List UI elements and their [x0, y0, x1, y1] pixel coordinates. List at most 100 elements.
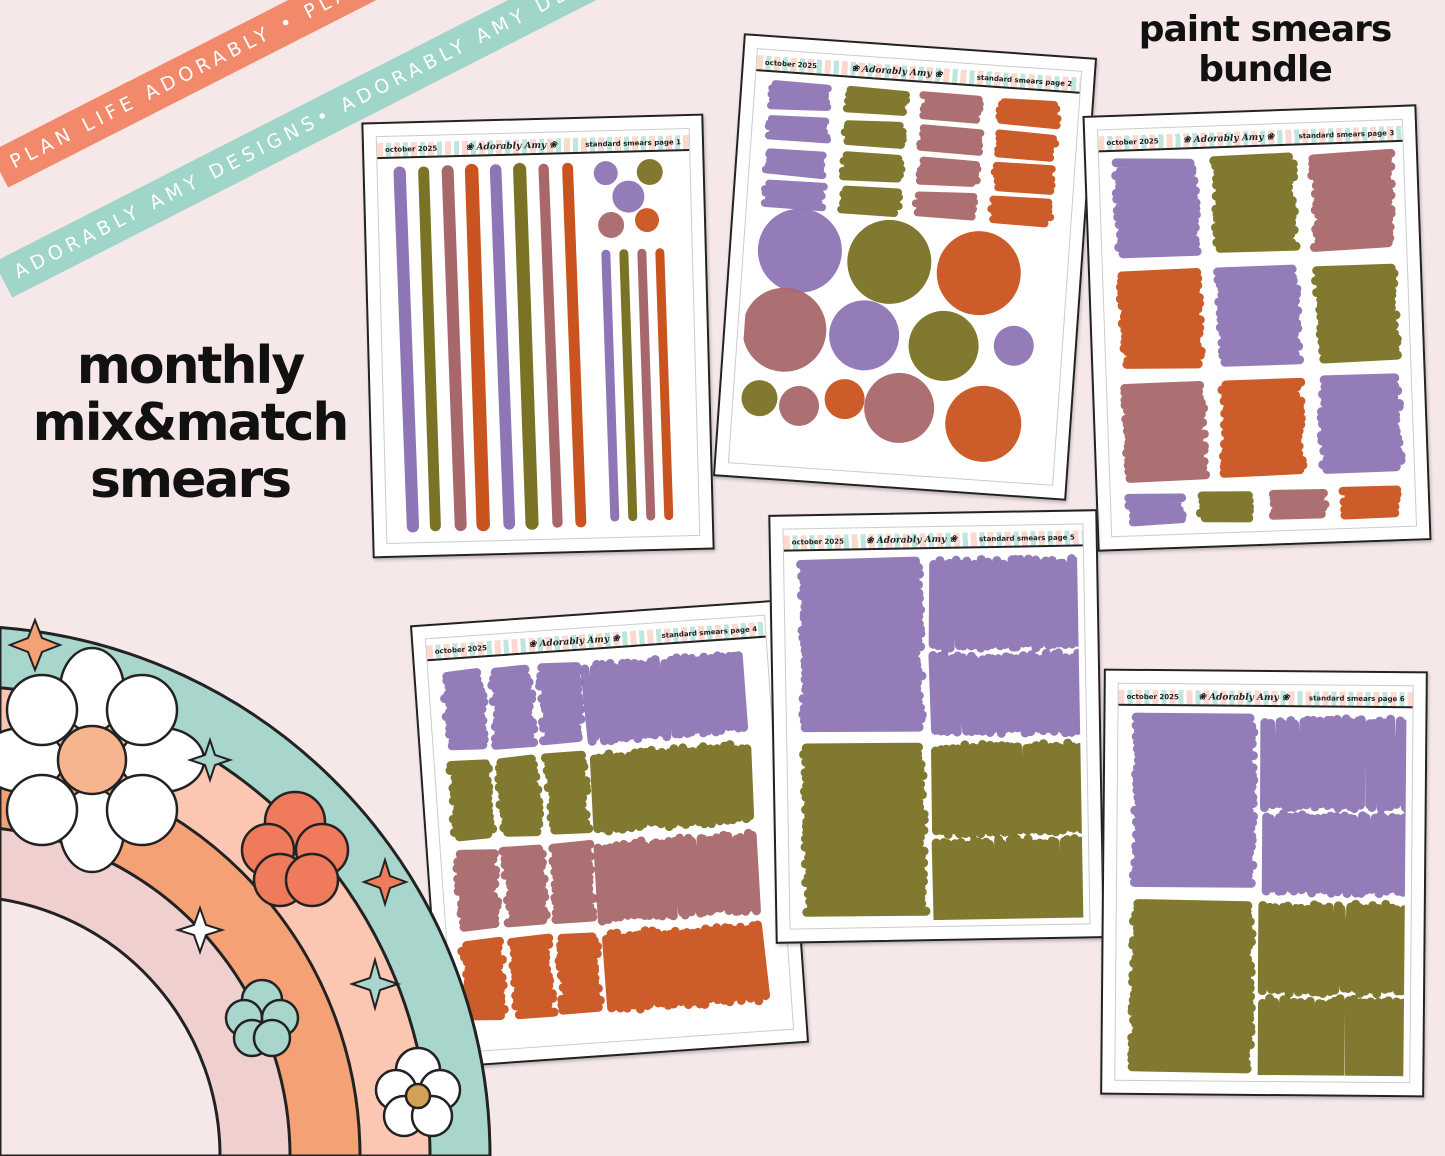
sheet-date: october 2025	[791, 537, 845, 547]
sheet-header: october 2025 ❀ Adorably Amy ❀ standard s…	[1118, 689, 1413, 709]
paint-blob	[908, 310, 979, 381]
paint-smear	[554, 932, 605, 1015]
paint-blob	[936, 231, 1021, 316]
paint-stripe	[393, 166, 420, 533]
sparkle-icon	[7, 617, 63, 673]
paint-smear	[1195, 491, 1254, 523]
paint-blob	[779, 385, 820, 426]
paint-smear	[1261, 809, 1407, 899]
sheet-label: standard smears page 5	[978, 533, 1075, 544]
paint-blob	[598, 212, 625, 239]
brand-logo: ❀ Adorably Amy ❀	[851, 63, 943, 81]
paint-smear	[796, 556, 927, 733]
paint-blob	[945, 385, 1022, 462]
sheet-header: october 2025 ❀ Adorably Amy ❀ standard s…	[783, 530, 1083, 552]
sticker-sheet-3: october 2025 ❀ Adorably Amy ❀ standard s…	[1082, 104, 1432, 552]
paint-smear	[487, 664, 539, 750]
sparkle-icon	[186, 736, 402, 1012]
paint-smear	[602, 920, 771, 1014]
teal-flower-icon	[224, 978, 300, 1058]
paint-stripe	[464, 163, 490, 532]
paint-smear	[445, 759, 498, 842]
sticker-sheet-5: october 2025 ❀ Adorably Amy ❀ standard s…	[768, 509, 1105, 944]
paint-smear	[507, 933, 559, 1020]
paint-smear	[990, 161, 1056, 195]
paint-smear	[593, 828, 761, 926]
paint-smear	[1307, 148, 1396, 252]
paint-smear	[928, 554, 1083, 654]
paint-blob	[993, 325, 1034, 366]
paint-stripe	[441, 165, 467, 532]
paint-smear	[1316, 373, 1406, 474]
sparkle-icon	[174, 904, 226, 956]
sticker-sheet-2: october 2025 ❀ Adorably Amy ❀ standard s…	[712, 33, 1098, 501]
paint-smear	[931, 738, 1084, 840]
paint-smear	[589, 740, 755, 836]
paint-smear	[1111, 158, 1202, 259]
paint-stripe	[637, 248, 656, 521]
paint-blob	[829, 300, 900, 371]
paint-blob	[847, 219, 932, 304]
rainbow-band	[0, 897, 222, 1156]
paint-smear	[1338, 485, 1402, 520]
sheet-header: october 2025 ❀ Adorably Amy ❀ standard s…	[376, 134, 690, 160]
brand-logo: ❀ Adorably Amy ❀	[465, 140, 557, 153]
paint-blob	[612, 180, 645, 213]
paint-stripe	[513, 162, 539, 530]
sheet-inner: october 2025 ❀ Adorably Amy ❀ standard s…	[727, 48, 1083, 486]
paint-smear	[995, 98, 1062, 130]
paint-stripe	[562, 162, 587, 528]
paint-stripe	[601, 249, 620, 522]
title-line: smears	[89, 450, 292, 511]
paint-smear	[1115, 268, 1206, 369]
brand-logo: ❀ Adorably Amy ❀	[1183, 132, 1275, 146]
paint-smear	[452, 849, 503, 932]
paint-smear	[1213, 264, 1305, 367]
product-title: monthly mix&match smears	[20, 337, 360, 511]
paint-blob	[742, 287, 827, 372]
paint-smear	[1217, 377, 1308, 478]
sticker-sheet-1: october 2025 ❀ Adorably Amy ❀ standard s…	[361, 113, 715, 559]
paint-smear	[767, 80, 832, 111]
paint-smear	[837, 185, 903, 217]
sheet-date: october 2025	[1106, 137, 1159, 148]
brand-logo: ❀ Adorably Amy ❀	[1198, 692, 1290, 704]
sheet-inner: october 2025 ❀ Adorably Amy ❀ standard s…	[782, 523, 1091, 930]
sheet-inner: october 2025 ❀ Adorably Amy ❀ standard s…	[1114, 682, 1414, 1084]
paint-stripe	[538, 163, 563, 528]
sheet-date: october 2025	[1126, 692, 1179, 702]
sheet-label: standard smears page 4	[661, 625, 758, 640]
sticker-sheet-6: october 2025 ❀ Adorably Amy ❀ standard s…	[1100, 668, 1428, 1098]
paint-blob	[636, 159, 663, 186]
paint-smear	[1260, 714, 1407, 814]
sheet-smears	[440, 651, 771, 1021]
title-line: mix&match	[32, 393, 350, 454]
sheet-smears	[1111, 148, 1406, 527]
paint-smear	[457, 936, 509, 1021]
paint-smear	[580, 651, 749, 746]
brand-logo: ❀ Adorably Amy ❀	[528, 633, 621, 651]
paint-smear	[1209, 152, 1301, 253]
paint-smear	[840, 120, 907, 149]
paint-smear	[1311, 263, 1402, 364]
sticker-sheet-4: october 2025 ❀ Adorably Amy ❀ standard s…	[409, 599, 810, 1069]
sheet-label: standard smears page 6	[1308, 694, 1405, 704]
paint-smear	[760, 179, 828, 212]
paint-stripe	[655, 248, 674, 521]
paint-smear	[911, 191, 979, 221]
paint-smear	[440, 668, 489, 751]
paint-smear	[1257, 994, 1407, 1077]
bundle-title: paint smears bundle	[1120, 10, 1410, 89]
paint-blob	[864, 372, 935, 443]
white-flower-icon	[374, 1046, 462, 1138]
title-line: paint smears	[1138, 9, 1393, 50]
sheet-smears	[741, 80, 1062, 462]
paint-smear	[1128, 712, 1259, 888]
sheet-label: standard smears page 1	[585, 138, 682, 149]
title-line: bundle	[1198, 48, 1333, 90]
sheet-date: october 2025	[384, 144, 438, 154]
sheet-inner: october 2025 ❀ Adorably Amy ❀ standard s…	[1096, 118, 1418, 538]
paint-smear	[1120, 381, 1211, 483]
paint-smear	[540, 750, 594, 835]
sheet-inner: october 2025 ❀ Adorably Amy ❀ standard s…	[375, 127, 701, 545]
